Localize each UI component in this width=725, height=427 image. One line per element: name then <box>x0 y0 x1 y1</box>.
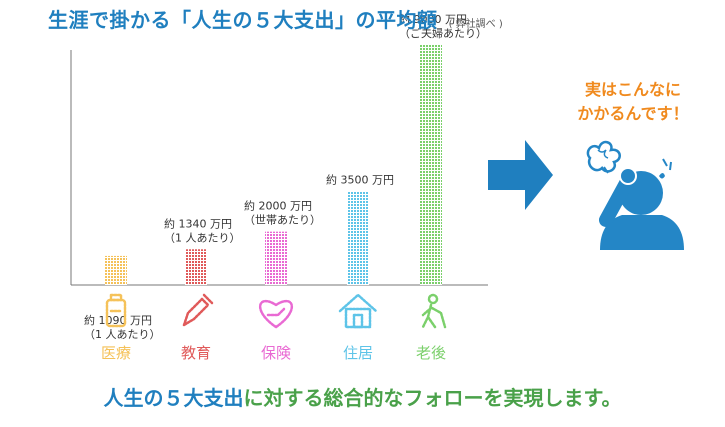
worried-person-icon <box>586 140 684 250</box>
value-label: 約 2000 万円 <box>244 199 312 213</box>
right-arrow-icon <box>488 140 553 210</box>
pencil-icon <box>182 293 214 327</box>
bar-保険 <box>265 231 287 285</box>
callout-line-2: かかるんです！ <box>577 104 689 123</box>
footer-highlight: 人生の５大支出 <box>103 386 244 410</box>
value-label: 約 1090 万円 <box>84 313 152 327</box>
value-label: （1 人あたり） <box>164 231 241 244</box>
elderly-walking-icon <box>421 293 447 329</box>
category-label-医療: 医療 <box>101 344 131 362</box>
value-label: 約 1340 万円 <box>164 216 232 230</box>
medicine-bottle-icon <box>105 293 127 328</box>
footer-message: 人生の５大支出に対する総合的なフォローを実現します。 <box>0 382 725 411</box>
value-label: （世帯あたり） <box>244 214 321 227</box>
bar-住居 <box>347 191 369 285</box>
house-icon <box>338 293 378 329</box>
bar-老後 <box>420 45 442 285</box>
category-label-住居: 住居 <box>343 344 373 362</box>
title-row: 生涯で掛かる「人生の５大支出」の平均額 ( 弊社調べ ) <box>48 4 503 33</box>
category-label-老後: 老後 <box>416 344 446 362</box>
bar-教育 <box>185 249 207 285</box>
bar-医療 <box>105 255 127 285</box>
value-label: （ご夫婦あたり） <box>399 26 487 40</box>
callout-line-1: 実はこんなに <box>584 80 681 99</box>
footer-text: に対する総合的なフォローを実現します。 <box>243 386 622 410</box>
value-label: 約 3500 万円 <box>326 173 394 187</box>
category-label-保険: 保険 <box>261 344 291 362</box>
title-note: ( 弊社調べ ) <box>448 19 503 30</box>
callout-text: 実はこんなに かかるんです！ <box>558 78 708 126</box>
value-label: （1 人あたり） <box>84 328 161 341</box>
value-label: 約 9000 万円 <box>399 12 467 26</box>
category-label-教育: 教育 <box>181 344 211 362</box>
page-title: 生涯で掛かる「人生の５大支出」の平均額 <box>48 8 438 32</box>
heart-hands-icon <box>258 299 294 329</box>
